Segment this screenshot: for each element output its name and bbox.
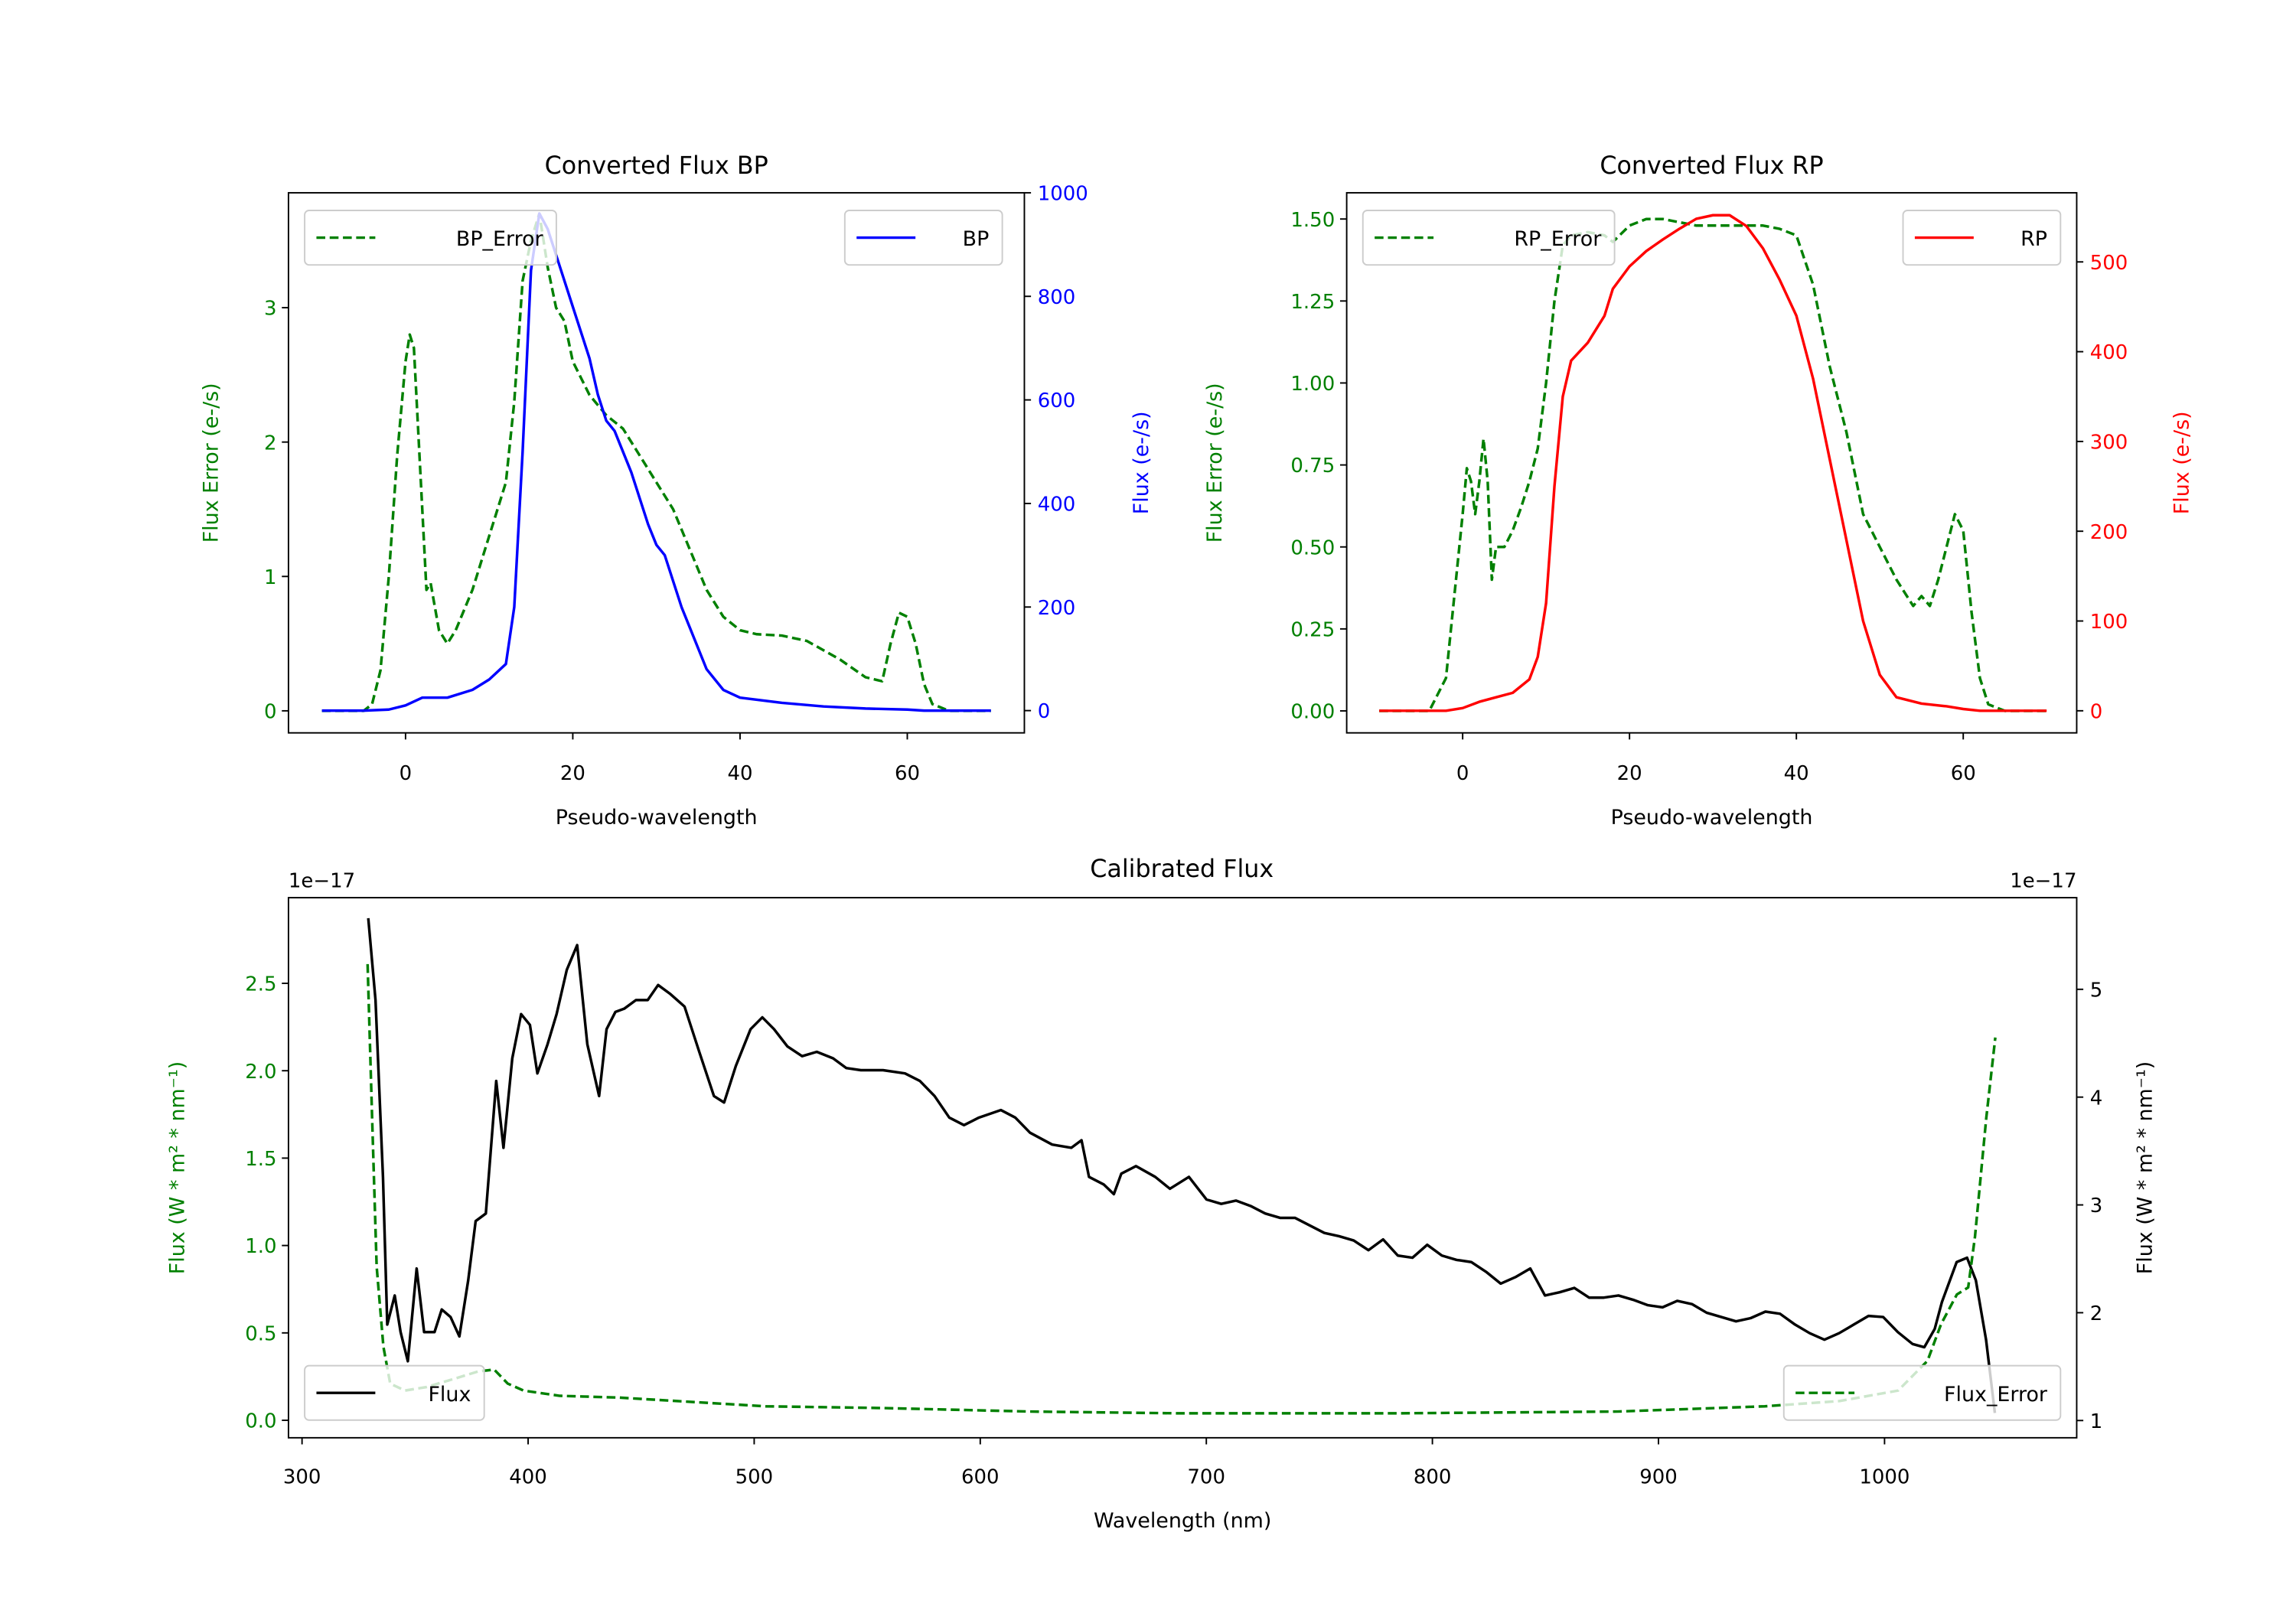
- chart-converted-flux-rp-legend-rp-error: RP_Error: [1362, 210, 1616, 266]
- chart-converted-flux-bp-xtick-label: 0: [400, 762, 413, 785]
- chart-converted-flux-rp-series-rp-line: [1379, 214, 2047, 712]
- chart-converted-flux-bp-xtick-label: 40: [727, 762, 752, 785]
- legend-box: [1362, 210, 1616, 266]
- chart-calibrated-flux-xlabel: Wavelength (nm): [1094, 1509, 1271, 1533]
- chart-calibrated-flux-series-flux-error-line: [366, 963, 1997, 1415]
- chart-converted-flux-rp-ytick-right-label: 400: [2090, 341, 2128, 364]
- chart-converted-flux-rp-ylabel-right: Flux (e-/s): [2170, 411, 2194, 514]
- chart-converted-flux-bp-ylabel-left: Flux Error (e-/s): [200, 383, 223, 543]
- chart-converted-flux-bp-ytick-left-label: 2: [264, 432, 277, 455]
- chart-calibrated-flux-xtick-label: 400: [509, 1465, 547, 1488]
- chart-converted-flux-rp-legend-rp: RP: [1902, 210, 2062, 266]
- chart-calibrated-flux-title: Calibrated Flux: [1090, 856, 1274, 883]
- legend-label: Flux: [428, 1383, 471, 1407]
- chart-converted-flux-rp-ytick-left-label: 0.50: [1290, 536, 1335, 559]
- chart-converted-flux-rp-series-rp-error-line: [1379, 217, 2047, 712]
- chart-calibrated-flux-ylabel-right: Flux (W * m² * nm⁻¹): [2134, 1061, 2157, 1274]
- chart-converted-flux-bp-xlabel: Pseudo-wavelength: [556, 806, 758, 830]
- chart-converted-flux-rp-xtick-label: 40: [1784, 762, 1809, 785]
- legend-box: [304, 1364, 485, 1421]
- chart-calibrated-flux-ytick-right-label: 4: [2090, 1087, 2103, 1110]
- chart-calibrated-flux-xtick-label: 700: [1187, 1465, 1225, 1488]
- chart-calibrated-flux-xtick-label: 600: [961, 1465, 1000, 1488]
- chart-calibrated-flux-xtick-label: 1000: [1859, 1465, 1910, 1488]
- legend-box: [304, 210, 557, 266]
- chart-converted-flux-bp-xtick-label: 60: [895, 762, 920, 785]
- chart-converted-flux-rp-ytick-left-label: 1.00: [1290, 373, 1335, 396]
- chart-converted-flux-rp-ytick-right-label: 0: [2090, 700, 2103, 723]
- chart-converted-flux-bp-ytick-right-label: 0: [1038, 700, 1051, 723]
- chart-converted-flux-bp-series-bp-error-line: [321, 212, 991, 712]
- chart-converted-flux-bp-series-bp-line: [321, 212, 991, 712]
- chart-converted-flux-bp-ytick-left-label: 0: [264, 701, 277, 724]
- chart-calibrated-flux-ytick-left-label: 1.5: [245, 1148, 276, 1171]
- chart-converted-flux-rp-axes-frame: [1345, 191, 2078, 734]
- chart-calibrated-flux-xtick-label: 900: [1639, 1465, 1678, 1488]
- chart-converted-flux-bp-xtick-label: 20: [560, 762, 585, 785]
- chart-calibrated-flux-ytick-left-label: 0.0: [245, 1410, 276, 1433]
- legend-box: [1782, 1364, 2062, 1421]
- legend-label: BP: [963, 227, 990, 251]
- chart-calibrated-flux-ytick-right-label: 2: [2090, 1302, 2103, 1325]
- legend-label: RP_Error: [1514, 227, 1602, 251]
- legend-label: BP_Error: [456, 227, 544, 251]
- chart-converted-flux-rp-ytick-left-label: 0.25: [1290, 618, 1335, 641]
- chart-converted-flux-rp-ytick-right-label: 100: [2090, 611, 2128, 634]
- chart-converted-flux-bp-title: Converted Flux BP: [545, 152, 768, 180]
- chart-calibrated-flux-xtick-label: 500: [735, 1465, 774, 1488]
- chart-converted-flux-rp-ytick-right-label: 200: [2090, 521, 2128, 544]
- chart-calibrated-flux-series-flux-line: [367, 918, 1997, 1413]
- chart-calibrated-flux-ytick-right-label: 1: [2090, 1410, 2103, 1433]
- chart-calibrated-flux-ytick-right-label: 3: [2090, 1195, 2103, 1217]
- chart-converted-flux-rp-ytick-left-label: 0.75: [1290, 455, 1335, 478]
- chart-calibrated-flux-ytick-left-label: 0.5: [245, 1322, 276, 1345]
- chart-converted-flux-bp-axes-frame: [287, 191, 1026, 734]
- chart-converted-flux-rp-xtick-label: 0: [1456, 762, 1469, 785]
- chart-converted-flux-rp-ytick-left-label: 1.25: [1290, 291, 1335, 314]
- chart-converted-flux-bp-legend-bp-error: BP_Error: [304, 210, 557, 266]
- chart-converted-flux-rp-ytick-left-label: 0.00: [1290, 701, 1335, 724]
- chart-converted-flux-rp-xtick-label: 60: [1951, 762, 1976, 785]
- chart-calibrated-flux-ytick-left-label: 1.0: [245, 1235, 276, 1258]
- chart-calibrated-flux-ytick-left-label: 2.5: [245, 973, 276, 996]
- chart-converted-flux-rp-ytick-right-label: 500: [2090, 252, 2128, 275]
- chart-calibrated-flux-legend-flux-error: Flux_Error: [1782, 1364, 2062, 1421]
- legend-box: [843, 210, 1003, 266]
- chart-calibrated-flux: 300 400 500 600 700 800 900 1000 0.0 0.5 1.0 1.5 2.0…: [165, 856, 2157, 1533]
- chart-converted-flux-bp-ytick-left-label: 3: [264, 298, 277, 321]
- legend-label: Flux_Error: [1944, 1383, 2048, 1407]
- chart-converted-flux-rp-xlabel: Pseudo-wavelength: [1611, 806, 1813, 830]
- chart-calibrated-flux-ytick-right-label: 5: [2090, 979, 2103, 1002]
- chart-converted-flux-rp-ytick-right-label: 300: [2090, 432, 2128, 455]
- chart-converted-flux-rp: 0 20 40 60 0.00 0.25 0.50 0.75 1.00 1.25 1.50 0 100 2…: [1203, 152, 2193, 830]
- legend-box: [1902, 210, 2062, 266]
- chart-converted-flux-bp-ytick-right-label: 800: [1038, 286, 1076, 309]
- chart-calibrated-flux-xtick-label: 300: [283, 1465, 321, 1488]
- chart-converted-flux-rp-xtick-label: 20: [1617, 762, 1642, 785]
- chart-converted-flux-rp-ytick-left-label: 1.50: [1290, 209, 1335, 232]
- chart-converted-flux-bp-ytick-right-label: 400: [1038, 494, 1076, 517]
- chart-calibrated-flux-axes-frame: [287, 897, 2078, 1439]
- chart-calibrated-flux-offset-left: 1e−17: [289, 870, 355, 893]
- chart-calibrated-flux-offset-right: 1e−17: [2010, 870, 2076, 893]
- chart-converted-flux-bp-ytick-left-label: 1: [264, 566, 277, 589]
- chart-converted-flux-bp-ylabel-right: Flux (e-/s): [1130, 411, 1153, 514]
- chart-converted-flux-rp-ylabel-left: Flux Error (e-/s): [1203, 383, 1227, 543]
- chart-converted-flux-bp-ytick-right-label: 600: [1038, 390, 1076, 412]
- chart-converted-flux-bp-ytick-right-label: 200: [1038, 597, 1076, 620]
- legend-label: RP: [2020, 227, 2047, 251]
- chart-calibrated-flux-legend-flux: Flux: [304, 1364, 485, 1421]
- chart-calibrated-flux-ytick-left-label: 2.0: [245, 1061, 276, 1084]
- chart-calibrated-flux-ylabel-left: Flux (W * m² * nm⁻¹): [165, 1061, 189, 1274]
- chart-calibrated-flux-xtick-label: 800: [1414, 1465, 1452, 1488]
- chart-converted-flux-bp-legend-bp: BP: [843, 210, 1003, 266]
- chart-converted-flux-bp-ytick-right-label: 1000: [1038, 183, 1088, 206]
- chart-converted-flux-rp-title: Converted Flux RP: [1600, 152, 1823, 180]
